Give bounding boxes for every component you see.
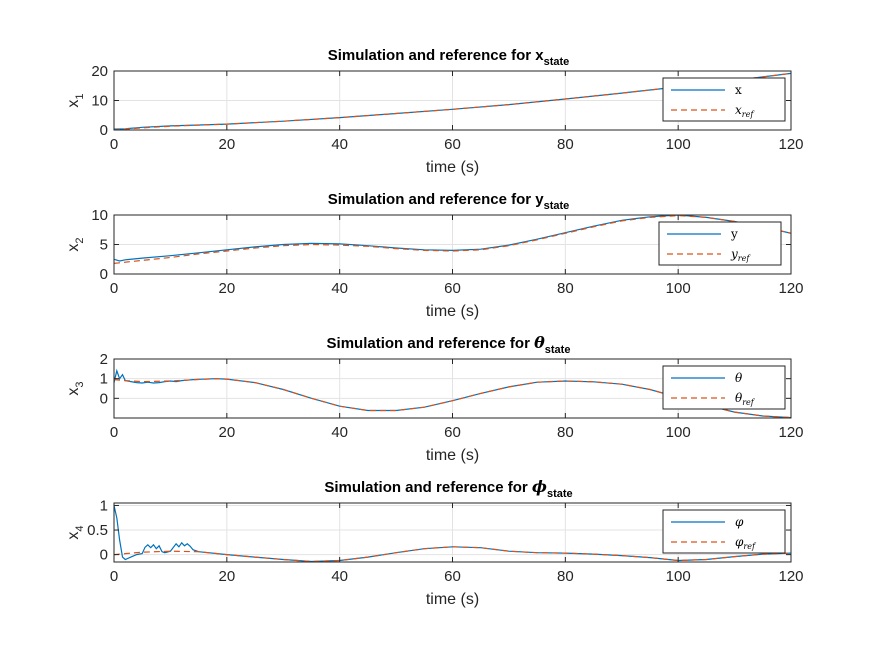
chart-title: Simulation and reference for θstate bbox=[327, 333, 571, 356]
y-tick-label: 0 bbox=[100, 122, 108, 139]
x-tick-label: 20 bbox=[218, 136, 235, 153]
legend-label: y bbox=[730, 227, 738, 241]
y-tick-label: 0.5 bbox=[87, 522, 108, 539]
subplot-1: 0 20 40 60 80 100 120 0 10 20 time (s) x1 Simulation… bbox=[65, 47, 804, 176]
y-tick-label: 0 bbox=[100, 547, 108, 564]
x-tick-label: 0 bbox=[110, 280, 118, 297]
legend: y yref bbox=[658, 221, 782, 266]
y-tick-label: 1 bbox=[100, 371, 108, 388]
reference-line bbox=[114, 215, 791, 264]
x-tick-label: 0 bbox=[110, 568, 118, 585]
x-tick-label: 100 bbox=[666, 568, 691, 585]
chart-title: Simulation and reference for ϕstate bbox=[324, 477, 572, 500]
x-tick-label: 0 bbox=[110, 136, 118, 153]
x-tick-label: 20 bbox=[218, 424, 235, 441]
x-tick-label: 100 bbox=[666, 424, 691, 441]
x-tick-label: 120 bbox=[778, 280, 803, 297]
reference-line bbox=[114, 72, 791, 130]
x-axis-label: time (s) bbox=[426, 303, 479, 320]
x-tick-label: 60 bbox=[444, 136, 461, 153]
reference-line bbox=[114, 546, 791, 562]
y-tick-label: 20 bbox=[91, 63, 108, 80]
x-tick-label: 40 bbox=[331, 424, 348, 441]
x-tick-label: 60 bbox=[444, 424, 461, 441]
x-tick-label: 60 bbox=[444, 568, 461, 585]
series-group bbox=[114, 72, 791, 130]
chart-title: Simulation and reference for ystate bbox=[328, 191, 570, 212]
x-tick-label: 40 bbox=[331, 568, 348, 585]
legend-label: θref bbox=[735, 391, 756, 407]
y-tick-label: 1 bbox=[100, 497, 108, 514]
legend-box bbox=[662, 365, 786, 410]
x-tick-label: 120 bbox=[778, 424, 803, 441]
series-group bbox=[114, 215, 791, 264]
y-tick-label: 10 bbox=[91, 207, 108, 224]
x-tick-label: 40 bbox=[331, 280, 348, 297]
y-tick-label: 0 bbox=[100, 390, 108, 407]
x-tick-label: 60 bbox=[444, 280, 461, 297]
x-tick-label: 120 bbox=[778, 136, 803, 153]
subplot-3: 0 20 40 60 80 100 120 0 1 2 time (s) x3 Simulation a… bbox=[65, 333, 804, 464]
legend-box bbox=[662, 509, 786, 554]
y-tick-label: 0 bbox=[100, 266, 108, 283]
x-tick-label: 20 bbox=[218, 280, 235, 297]
legend: x xref bbox=[662, 77, 786, 122]
x-tick-label: 120 bbox=[778, 568, 803, 585]
y-axis-label: x2 bbox=[65, 237, 86, 251]
y-axis-label: x4 bbox=[65, 525, 86, 539]
legend-label: φ bbox=[735, 515, 744, 529]
legend: φ φref bbox=[662, 509, 786, 554]
y-tick-label: 5 bbox=[100, 237, 108, 254]
legend: θ θref bbox=[662, 365, 786, 410]
x-tick-label: 20 bbox=[218, 568, 235, 585]
x-axis-label: time (s) bbox=[426, 591, 479, 608]
x-tick-label: 40 bbox=[331, 136, 348, 153]
legend-label: θ bbox=[735, 371, 743, 385]
x-tick-label: 100 bbox=[666, 136, 691, 153]
legend-label: x bbox=[735, 83, 742, 97]
legend-box bbox=[658, 221, 782, 266]
legend-label: φref bbox=[735, 535, 757, 551]
x-tick-label: 0 bbox=[110, 424, 118, 441]
subplot-4: 0 20 40 60 80 100 120 0 0.5 1 time (s) x4 Simulation… bbox=[65, 477, 804, 608]
y-axis-label: x3 bbox=[65, 381, 86, 395]
simulation-line bbox=[114, 505, 791, 562]
x-tick-label: 80 bbox=[557, 136, 574, 153]
x-axis-label: time (s) bbox=[426, 447, 479, 464]
x-tick-label: 80 bbox=[557, 280, 574, 297]
x-tick-label: 80 bbox=[557, 424, 574, 441]
series-group bbox=[114, 505, 791, 562]
x-tick-label: 80 bbox=[557, 568, 574, 585]
legend-label: yref bbox=[730, 247, 751, 263]
x-axis-label: time (s) bbox=[426, 159, 479, 176]
chart-title: Simulation and reference for xstate bbox=[328, 47, 570, 68]
legend-box bbox=[662, 77, 786, 122]
y-tick-label: 10 bbox=[91, 93, 108, 110]
subplot-2: 0 20 40 60 80 100 120 0 5 10 time (s) x2 Simulation … bbox=[65, 191, 804, 320]
legend-label: xref bbox=[735, 103, 755, 119]
x-tick-label: 100 bbox=[666, 280, 691, 297]
y-tick-label: 2 bbox=[100, 351, 108, 368]
y-axis-label: x1 bbox=[65, 93, 86, 107]
